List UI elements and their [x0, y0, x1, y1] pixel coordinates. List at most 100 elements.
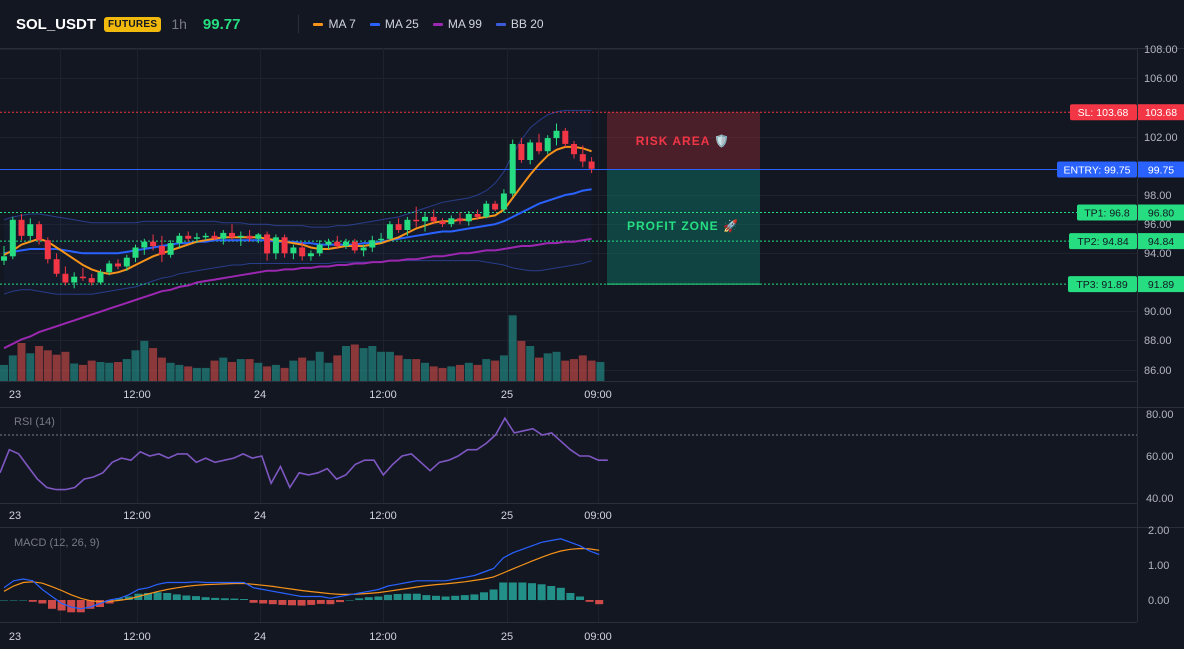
tp1-price-tag: 96.80	[1148, 208, 1174, 220]
tp3-price-bg	[1138, 276, 1184, 293]
risk-area-label: RISK AREA 🛡️	[636, 134, 730, 148]
candle-body	[9, 219, 16, 257]
macd-line	[3, 538, 600, 610]
candle-body	[527, 142, 534, 160]
risk-area-zone[interactable]	[607, 112, 760, 170]
macd-histogram-bar	[297, 600, 306, 606]
macd-histogram-bar	[374, 596, 383, 600]
macd-histogram-bar	[412, 593, 421, 600]
volume-bar	[508, 315, 517, 381]
entry-label-text: ENTRY: 99.75	[1064, 165, 1131, 177]
macd-histogram-bar	[86, 600, 95, 609]
candle-body	[44, 240, 51, 260]
candle-body	[123, 257, 130, 267]
volume-bar	[421, 362, 429, 382]
macd-histogram-bar	[547, 586, 556, 600]
time-axes[interactable]: 23 12:00 24 12:00 25 09:00 23 12:00 24 12:00 25 09:…	[9, 389, 612, 643]
candle-body	[500, 193, 507, 210]
tp2-label-bg	[1069, 233, 1137, 250]
tp2-price-tag: 94.84	[1148, 236, 1174, 248]
macd-histogram-bar	[201, 597, 210, 600]
volume-bar	[35, 346, 44, 381]
candle-body	[193, 237, 200, 239]
volume-bar	[552, 351, 561, 381]
macd-histogram-bar	[230, 598, 239, 600]
candle-body	[465, 214, 472, 222]
volume-bar	[578, 355, 587, 381]
legend-ma25[interactable]: MA 25	[369, 17, 419, 31]
rsi-axis-tick: 60.00	[1146, 451, 1174, 463]
macd-histogram-bar	[403, 593, 412, 600]
trade-zones: RISK AREA 🛡️ PROFIT ZONE 🚀	[607, 112, 760, 285]
macd-pane-title: MACD (12, 26, 9)	[14, 537, 100, 549]
rsi-axis[interactable]: 80.00 60.00 40.00	[1146, 409, 1174, 505]
candle-body	[307, 253, 314, 257]
volume-bar	[499, 355, 508, 381]
volume-bar	[210, 360, 219, 381]
candle-body	[97, 272, 104, 283]
legend-ma25-label: MA 25	[384, 17, 419, 31]
macd-histogram-bar	[192, 596, 200, 600]
entry-label[interactable]: ENTRY: 99.75 99.75	[1057, 161, 1184, 178]
macd-histogram-bar	[48, 600, 56, 609]
symbol-name[interactable]: SOL_USDT	[16, 15, 97, 33]
volume-bar	[350, 344, 359, 381]
volume-bar	[438, 367, 447, 381]
legend-ma7[interactable]: MA 7	[313, 17, 356, 31]
macd-axis[interactable]: 2.00 1.00 0.00	[1148, 525, 1169, 607]
macd-histogram-bar	[595, 600, 604, 605]
tp3-label-text: TP3: 91.89	[1076, 279, 1128, 291]
volume-bar	[263, 366, 272, 381]
macd-histogram-bar	[124, 596, 133, 600]
tp1-label[interactable]: TP1: 96.8 96.80	[1077, 204, 1184, 221]
timeframe-label[interactable]: 1h	[171, 16, 187, 32]
macd-histogram-bar	[38, 600, 47, 604]
profit-zone-label: PROFIT ZONE 🚀	[627, 219, 739, 233]
sl-label[interactable]: SL: 103.68 103.68	[1070, 104, 1184, 121]
volume-bar	[17, 343, 26, 381]
futures-badge: FUTURES	[104, 16, 162, 32]
profit-zone[interactable]	[607, 169, 760, 285]
volume-bar	[149, 348, 158, 381]
macd-pane[interactable]	[0, 538, 604, 613]
volume-bar	[473, 364, 482, 381]
candle-body	[579, 154, 586, 162]
candle-body	[430, 216, 437, 222]
macd-histogram-bar	[355, 598, 364, 601]
price-axis[interactable]: 108.00 106.00 102.00 98.00 96.00 94.00 90.00 88…	[1144, 44, 1178, 377]
volume-bar	[157, 357, 166, 381]
candle-body	[404, 219, 411, 230]
tp3-price-tag: 91.89	[1148, 279, 1174, 291]
tp1-label-text: TP1: 96.8	[1084, 208, 1130, 220]
volume-bar	[394, 355, 403, 381]
volume-bar	[114, 362, 122, 381]
volume-bar	[271, 364, 280, 381]
tp2-label[interactable]: TP2: 94.84 94.84	[1069, 233, 1184, 250]
candle-body	[386, 224, 393, 239]
candle-body	[509, 144, 516, 194]
tp3-label[interactable]: TP3: 91.89 91.89	[1068, 276, 1184, 293]
rsi-pane[interactable]	[0, 416, 1137, 491]
candle-body	[79, 276, 86, 279]
legend-ma99[interactable]: MA 99	[432, 17, 482, 31]
sl-label-bg	[1070, 104, 1137, 121]
macd-histogram-bar	[307, 600, 316, 605]
time-axis-tick: 23	[9, 510, 21, 522]
time-axis-tick: 09:00	[584, 510, 612, 522]
bb-upper-line	[3, 109, 592, 228]
volume-bar	[526, 346, 535, 381]
volume-bar	[333, 355, 342, 381]
ma25-swatch	[369, 22, 380, 26]
volume-bar	[324, 362, 333, 382]
volume-bar	[87, 360, 96, 381]
price-axis-tick: 90.00	[1144, 306, 1172, 318]
macd-histogram-bar	[556, 587, 565, 601]
volume-bar	[482, 359, 491, 381]
volume-bar	[254, 362, 263, 382]
legend-bb20[interactable]: BB 20	[495, 17, 544, 31]
rsi-axis-tick: 80.00	[1146, 409, 1174, 421]
volume-bar	[96, 362, 105, 381]
candle-body	[229, 232, 235, 238]
volume-bar	[342, 346, 350, 381]
